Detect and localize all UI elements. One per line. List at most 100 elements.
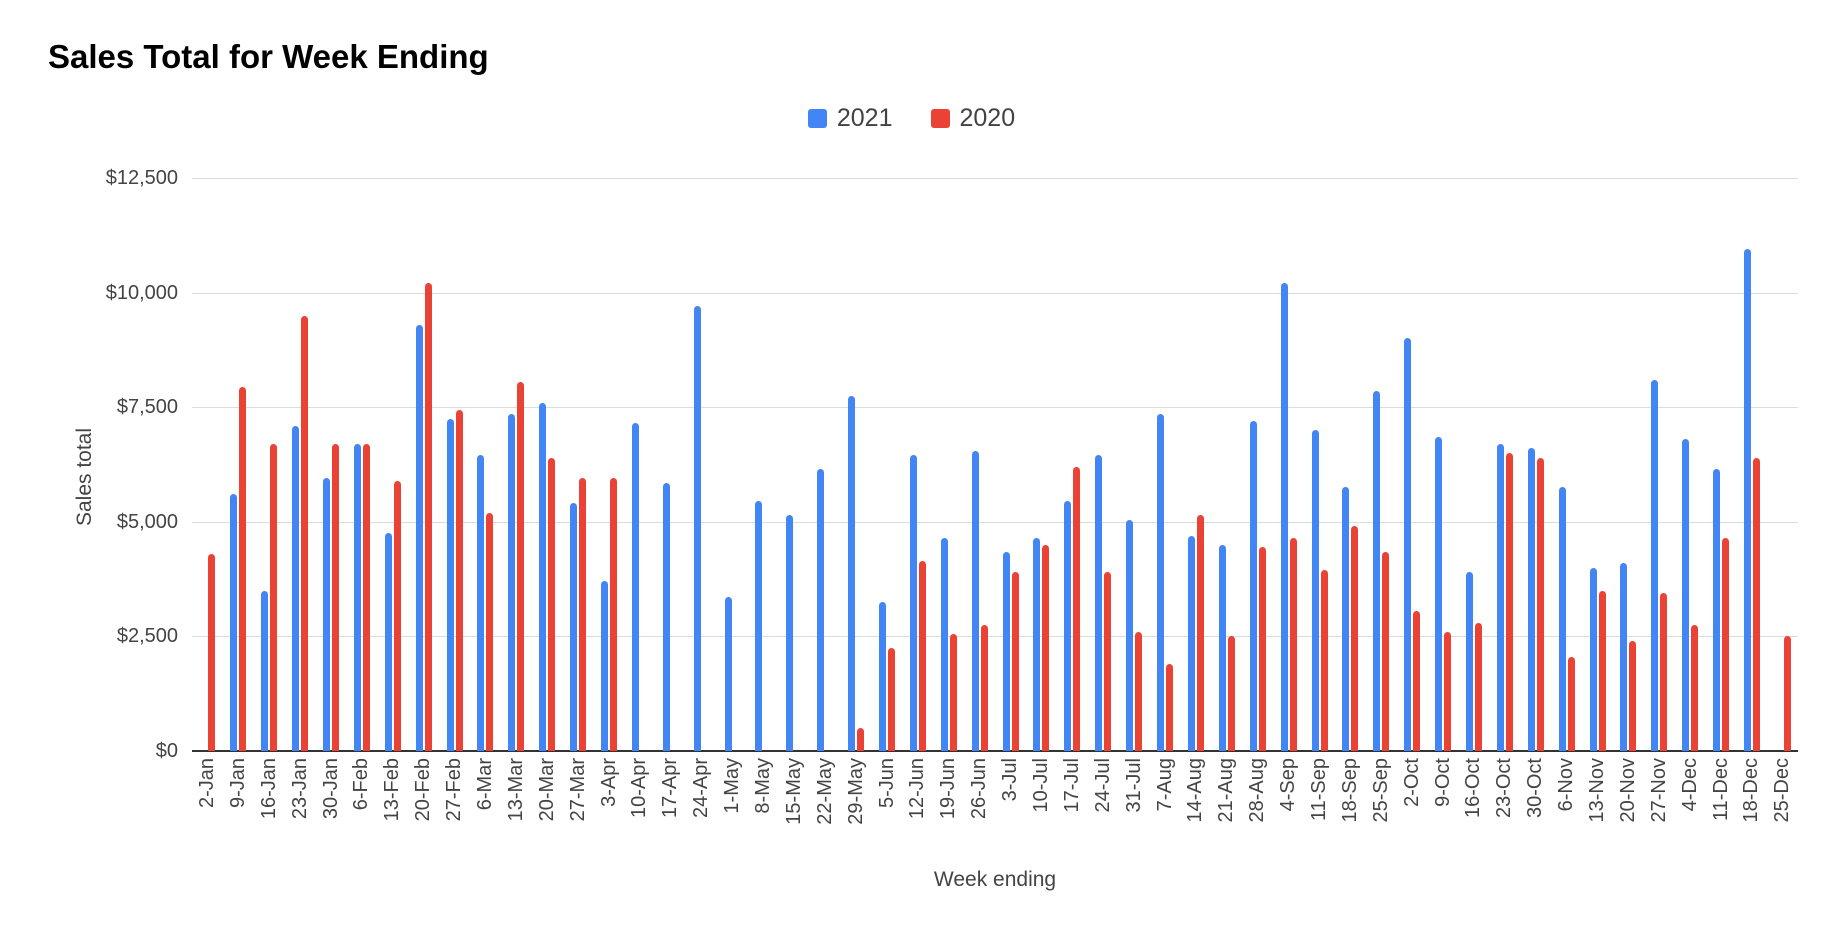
y-tick-label: $7,500 <box>116 396 178 419</box>
bar-2021-15-May[interactable] <box>786 514 794 751</box>
bar-2020-25-Dec[interactable] <box>1783 636 1791 751</box>
x-tick-label-28-Aug: 28-Aug <box>1246 758 1269 823</box>
bar-2021-5-Jun[interactable] <box>879 602 887 751</box>
bar-2021-16-Jan[interactable] <box>261 590 269 751</box>
bar-2021-20-Mar[interactable] <box>539 402 547 751</box>
bar-2021-31-Jul[interactable] <box>1126 519 1134 751</box>
bar-2021-27-Nov[interactable] <box>1651 379 1659 751</box>
bar-2021-4-Sep[interactable] <box>1280 283 1288 751</box>
bar-2021-13-Mar[interactable] <box>508 414 516 751</box>
bar-2020-2-Oct[interactable] <box>1413 611 1421 751</box>
bar-2020-29-May[interactable] <box>857 728 865 751</box>
bar-2020-20-Mar[interactable] <box>548 457 556 751</box>
bar-2020-4-Dec[interactable] <box>1691 624 1699 751</box>
bar-2021-23-Jan[interactable] <box>292 425 300 751</box>
bar-2020-13-Nov[interactable] <box>1598 590 1606 751</box>
bar-2021-6-Feb[interactable] <box>353 443 361 751</box>
bar-2020-28-Aug[interactable] <box>1258 547 1266 751</box>
bar-2020-18-Dec[interactable] <box>1752 457 1760 751</box>
bar-2020-16-Oct[interactable] <box>1474 622 1482 751</box>
bar-2021-17-Apr[interactable] <box>662 482 670 751</box>
bar-2021-24-Apr[interactable] <box>693 306 701 751</box>
bar-2021-28-Aug[interactable] <box>1249 420 1257 751</box>
bar-2021-24-Jul[interactable] <box>1095 455 1103 751</box>
bar-2021-27-Feb[interactable] <box>446 418 454 751</box>
bar-2020-18-Sep[interactable] <box>1351 526 1359 751</box>
bar-2021-19-Jun[interactable] <box>940 537 948 751</box>
bar-2020-23-Oct[interactable] <box>1505 453 1513 751</box>
bar-2020-6-Mar[interactable] <box>486 512 494 751</box>
bar-2020-24-Jul[interactable] <box>1104 572 1112 751</box>
bar-2021-13-Nov[interactable] <box>1589 567 1597 751</box>
bar-2020-11-Dec[interactable] <box>1722 537 1730 751</box>
bar-2020-21-Aug[interactable] <box>1227 636 1235 751</box>
bar-2021-30-Jan[interactable] <box>323 478 330 751</box>
bar-2020-9-Jan[interactable] <box>239 386 247 751</box>
bar-2021-10-Jul[interactable] <box>1033 537 1041 751</box>
bar-2021-6-Nov[interactable] <box>1558 487 1566 751</box>
bar-2021-23-Oct[interactable] <box>1496 443 1504 751</box>
bar-2021-1-May[interactable] <box>724 597 732 751</box>
bar-2021-18-Dec[interactable] <box>1743 249 1751 751</box>
bar-2020-27-Nov[interactable] <box>1660 592 1668 751</box>
bar-2021-20-Nov[interactable] <box>1620 563 1628 751</box>
bar-2021-10-Apr[interactable] <box>631 423 639 751</box>
bar-2021-27-Mar[interactable] <box>570 503 578 751</box>
bar-2020-13-Feb[interactable] <box>393 480 401 751</box>
bar-2021-21-Aug[interactable] <box>1218 544 1226 751</box>
bar-2020-6-Nov[interactable] <box>1567 657 1575 751</box>
bar-2021-26-Jun[interactable] <box>971 450 979 751</box>
bar-2021-2-Oct[interactable] <box>1404 338 1412 751</box>
bar-2020-9-Oct[interactable] <box>1444 631 1452 751</box>
bar-2021-22-May[interactable] <box>817 469 825 751</box>
bar-2020-13-Mar[interactable] <box>517 382 525 751</box>
bar-2021-13-Feb[interactable] <box>384 533 392 751</box>
bar-2020-25-Sep[interactable] <box>1382 551 1390 751</box>
bar-2021-16-Oct[interactable] <box>1465 572 1473 751</box>
bar-2021-11-Sep[interactable] <box>1311 430 1319 751</box>
bar-2021-20-Feb[interactable] <box>415 324 423 751</box>
bar-2020-23-Jan[interactable] <box>301 315 309 751</box>
bar-2020-11-Sep[interactable] <box>1320 569 1328 751</box>
bar-2020-20-Nov[interactable] <box>1629 640 1637 751</box>
bar-2021-3-Apr[interactable] <box>601 581 609 751</box>
bar-2021-29-May[interactable] <box>848 395 856 751</box>
bar-2020-3-Jul[interactable] <box>1011 572 1019 751</box>
bar-2021-9-Jan[interactable] <box>230 494 238 751</box>
bar-2020-19-Jun[interactable] <box>949 634 957 751</box>
bar-2020-27-Feb[interactable] <box>455 409 463 751</box>
bar-2021-14-Aug[interactable] <box>1187 535 1195 751</box>
bar-2020-26-Jun[interactable] <box>980 624 988 751</box>
bar-2021-18-Sep[interactable] <box>1342 487 1350 751</box>
bar-2020-30-Oct[interactable] <box>1536 457 1544 751</box>
bar-2021-11-Dec[interactable] <box>1713 469 1721 751</box>
bar-2020-31-Jul[interactable] <box>1135 631 1143 751</box>
bar-2020-6-Feb[interactable] <box>362 443 370 751</box>
bar-2021-9-Oct[interactable] <box>1435 437 1443 751</box>
bar-2020-4-Sep[interactable] <box>1289 537 1297 751</box>
bar-group-10-Jul <box>1026 178 1057 751</box>
legend-item-2020[interactable]: 2020 <box>930 104 1015 133</box>
bar-2020-27-Mar[interactable] <box>579 478 587 751</box>
bar-2021-3-Jul[interactable] <box>1002 551 1010 751</box>
bar-2021-30-Oct[interactable] <box>1527 448 1535 751</box>
bar-2020-5-Jun[interactable] <box>888 647 896 751</box>
bar-2020-10-Jul[interactable] <box>1042 544 1050 751</box>
bar-2020-30-Jan[interactable] <box>332 443 339 751</box>
bar-2021-4-Dec[interactable] <box>1682 439 1690 751</box>
bar-2020-3-Apr[interactable] <box>610 478 618 751</box>
bar-2020-16-Jan[interactable] <box>270 443 278 751</box>
bar-2020-12-Jun[interactable] <box>918 560 926 751</box>
bar-2021-25-Sep[interactable] <box>1373 391 1381 751</box>
bar-2021-7-Aug[interactable] <box>1157 414 1165 751</box>
bar-2020-7-Aug[interactable] <box>1166 663 1174 751</box>
legend-item-2021[interactable]: 2021 <box>807 104 893 133</box>
bar-2020-20-Feb[interactable] <box>424 283 432 751</box>
bar-2020-17-Jul[interactable] <box>1073 466 1081 751</box>
bar-2021-17-Jul[interactable] <box>1064 501 1072 751</box>
bar-2021-6-Mar[interactable] <box>477 455 485 751</box>
bar-2021-8-May[interactable] <box>755 501 763 751</box>
bar-2021-12-Jun[interactable] <box>909 455 917 751</box>
bar-2020-2-Jan[interactable] <box>208 553 216 751</box>
bar-2020-14-Aug[interactable] <box>1196 514 1204 751</box>
